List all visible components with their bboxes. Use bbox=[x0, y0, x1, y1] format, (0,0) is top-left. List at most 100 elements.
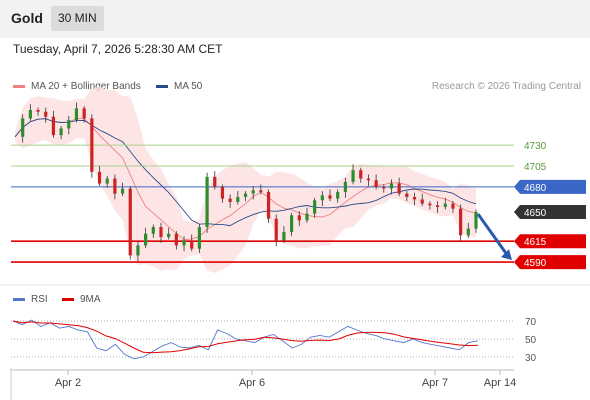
legend-ma50: MA 50 bbox=[156, 81, 202, 92]
candle-body bbox=[420, 199, 424, 204]
rsi-tick-label: 30 bbox=[525, 353, 537, 364]
rsi-tick-label: 70 bbox=[525, 317, 537, 328]
candle-body bbox=[274, 218, 278, 241]
candle-body bbox=[144, 233, 148, 246]
candle-body bbox=[359, 170, 363, 179]
rsi-line bbox=[12, 319, 479, 360]
timeframe-button[interactable]: 30 MIN bbox=[51, 6, 104, 31]
candle-body bbox=[328, 195, 332, 199]
candle-body bbox=[236, 196, 240, 202]
candle-body bbox=[282, 232, 286, 241]
candle-body bbox=[167, 233, 171, 238]
candle-body bbox=[343, 181, 347, 192]
candle-body bbox=[151, 227, 155, 234]
level-tag-4590 bbox=[514, 255, 586, 270]
level-label-4590: 4590 bbox=[524, 258, 547, 269]
x-tick-label: Apr 14 bbox=[484, 377, 516, 389]
candle-body bbox=[51, 116, 56, 136]
candle-body bbox=[374, 180, 378, 187]
legend-rsi: RSI bbox=[13, 294, 48, 305]
candle-body bbox=[182, 240, 186, 246]
candle-body bbox=[36, 110, 40, 112]
candle-body bbox=[67, 120, 71, 129]
header-bar: Gold 30 MIN bbox=[0, 0, 590, 38]
candle-body bbox=[305, 213, 309, 221]
candle-body bbox=[136, 245, 140, 256]
ma20-swatch bbox=[13, 85, 25, 88]
candle-body bbox=[113, 178, 117, 194]
candle-body bbox=[44, 111, 48, 117]
level-label-4730: 4730 bbox=[524, 141, 547, 152]
ma50-swatch bbox=[156, 85, 168, 88]
candle-body bbox=[320, 195, 324, 201]
ma50-label: MA 50 bbox=[174, 81, 203, 92]
candle-body bbox=[174, 233, 178, 246]
level-tag-4615 bbox=[514, 234, 586, 249]
candle-body bbox=[59, 128, 63, 136]
candle-body bbox=[474, 211, 478, 229]
candle-body bbox=[128, 188, 132, 256]
x-tick-label: Apr 6 bbox=[239, 377, 265, 389]
candle-body bbox=[366, 178, 371, 181]
candle-body bbox=[389, 183, 394, 189]
candle-body bbox=[351, 170, 355, 182]
candle-body bbox=[290, 215, 294, 233]
candle-body bbox=[97, 171, 102, 184]
level-tag-4680 bbox=[514, 179, 586, 194]
candle-body bbox=[220, 186, 225, 199]
date-text: Tuesday, April 7, 2026 5:28:30 AM CET bbox=[13, 42, 223, 56]
candle-body bbox=[259, 190, 263, 192]
candle-body bbox=[228, 198, 232, 202]
ma20-label: MA 20 + Bollinger Bands bbox=[31, 81, 141, 92]
candle-body bbox=[466, 228, 470, 236]
candle-body bbox=[243, 193, 248, 197]
candle-body bbox=[412, 196, 417, 200]
rsi-tick-label: 50 bbox=[525, 335, 537, 346]
candle-body bbox=[459, 208, 463, 236]
level-tag-4650 bbox=[514, 204, 586, 219]
x-tick-label: Apr 7 bbox=[422, 377, 448, 389]
level-label-4680: 4680 bbox=[524, 183, 547, 194]
rsi-ma9-line bbox=[12, 320, 479, 354]
candle-body bbox=[336, 191, 340, 199]
candle-body bbox=[428, 203, 432, 206]
candle-body bbox=[251, 190, 255, 194]
candle-body bbox=[120, 188, 125, 194]
candle-body bbox=[213, 176, 217, 187]
legend-ma9: 9MA bbox=[62, 294, 101, 305]
level-label-4615: 4615 bbox=[524, 237, 547, 248]
candle-body bbox=[313, 200, 317, 214]
rsi-swatch bbox=[13, 298, 25, 301]
candle-body bbox=[405, 193, 409, 197]
x-tick-label: Apr 2 bbox=[55, 377, 81, 389]
forecast-arrowhead bbox=[501, 249, 512, 261]
candle-body bbox=[74, 108, 79, 121]
level-label-4705: 4705 bbox=[524, 162, 547, 173]
forecast-arrow-line bbox=[476, 213, 510, 257]
candle-body bbox=[190, 240, 194, 249]
candle-body bbox=[105, 178, 109, 184]
candle-body bbox=[21, 118, 25, 137]
level-label-4650: 4650 bbox=[524, 208, 547, 219]
legend-ma20: MA 20 + Bollinger Bands bbox=[13, 81, 141, 92]
candle-body bbox=[205, 176, 209, 228]
rsi-label: RSI bbox=[31, 294, 48, 305]
candle-body bbox=[28, 110, 32, 119]
candle-body bbox=[443, 203, 447, 207]
candle-body bbox=[82, 108, 86, 119]
candle-body bbox=[197, 227, 201, 249]
credit-text: Research © 2026 Trading Central bbox=[431, 81, 581, 92]
candle-body bbox=[397, 183, 401, 194]
candle-body bbox=[90, 118, 94, 172]
ma9-swatch bbox=[62, 298, 74, 301]
instrument-title: Gold bbox=[11, 10, 43, 26]
candle-body bbox=[435, 205, 440, 207]
candle-body bbox=[266, 191, 271, 219]
candle-body bbox=[159, 227, 163, 238]
candle-body bbox=[297, 215, 301, 221]
candle-body bbox=[382, 186, 386, 189]
candle-body bbox=[451, 203, 455, 209]
ma9-label: 9MA bbox=[80, 294, 101, 305]
